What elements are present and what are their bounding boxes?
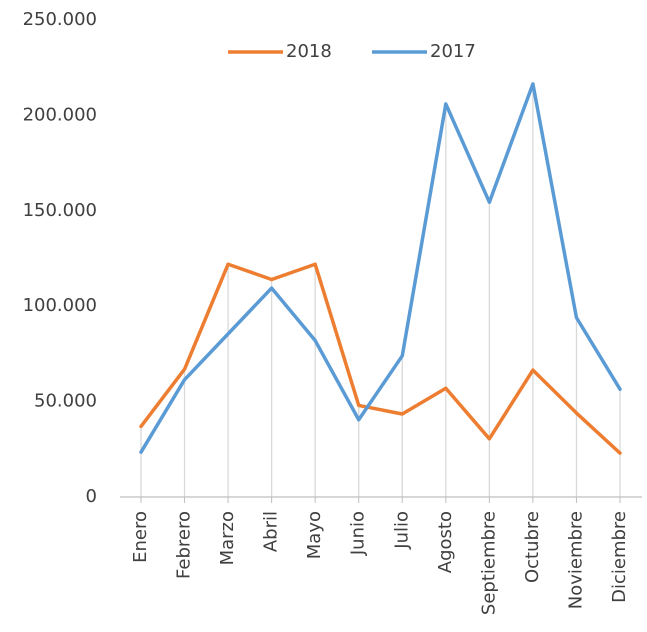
x-tick-label: Noviembre (565, 511, 586, 609)
x-tick-label: Febrero (174, 511, 195, 579)
y-tick-label: 150.000 (23, 200, 97, 221)
x-tick-label: Enero (130, 511, 151, 563)
x-tick-label: Junio (348, 511, 369, 556)
x-tick-label: Diciembre (609, 511, 630, 603)
x-tick-label: Julio (391, 511, 412, 550)
x-tick-label: Octubre (522, 511, 543, 583)
x-tick-label: Abril (261, 511, 282, 552)
y-tick-label: 250.000 (23, 9, 97, 30)
legend-label: 2018 (286, 41, 332, 62)
series-line (139, 82, 622, 454)
x-tick-label: Mayo (304, 511, 325, 559)
x-tick-label: Agosto (435, 511, 456, 573)
series-line (139, 262, 622, 455)
legend-label: 2017 (430, 41, 476, 62)
x-tick-label: Marzo (217, 511, 238, 565)
y-tick-label: 200.000 (23, 104, 97, 125)
y-tick-label: 50.000 (34, 391, 97, 412)
y-tick-label: 0 (86, 486, 97, 507)
x-tick-label: Septiembre (478, 511, 499, 615)
y-tick-label: 100.000 (23, 295, 97, 316)
